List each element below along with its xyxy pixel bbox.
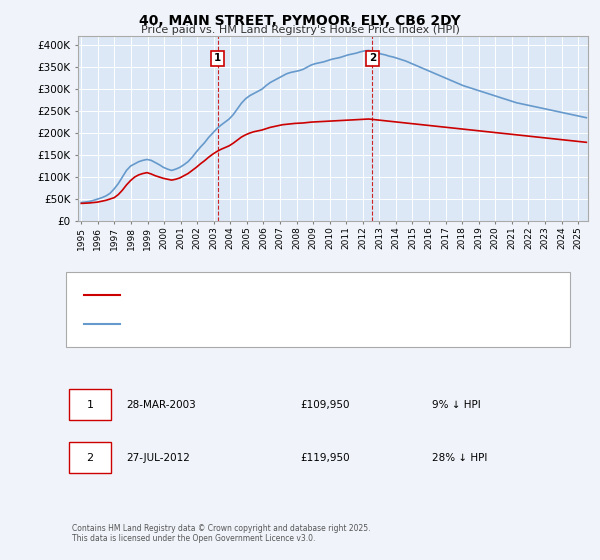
Text: 28-MAR-2003: 28-MAR-2003 [126,400,196,410]
Text: HPI: Average price, semi-detached house, East Cambridgeshire: HPI: Average price, semi-detached house,… [126,319,412,328]
Text: 2: 2 [369,53,376,63]
Text: 28% ↓ HPI: 28% ↓ HPI [432,453,487,463]
Text: 40, MAIN STREET, PYMOOR, ELY, CB6 2DY: 40, MAIN STREET, PYMOOR, ELY, CB6 2DY [139,14,461,28]
Text: Contains HM Land Registry data © Crown copyright and database right 2025.
This d: Contains HM Land Registry data © Crown c… [72,524,371,543]
Text: 1: 1 [214,53,221,63]
Text: Price paid vs. HM Land Registry's House Price Index (HPI): Price paid vs. HM Land Registry's House … [140,25,460,35]
Text: 2: 2 [86,453,94,463]
Text: 9% ↓ HPI: 9% ↓ HPI [432,400,481,410]
Text: 1: 1 [86,400,94,410]
Text: 27-JUL-2012: 27-JUL-2012 [126,453,190,463]
Text: £109,950: £109,950 [300,400,349,410]
Text: 40, MAIN STREET, PYMOOR, ELY, CB6 2DY (semi-detached house): 40, MAIN STREET, PYMOOR, ELY, CB6 2DY (s… [126,291,419,300]
Text: £119,950: £119,950 [300,453,350,463]
